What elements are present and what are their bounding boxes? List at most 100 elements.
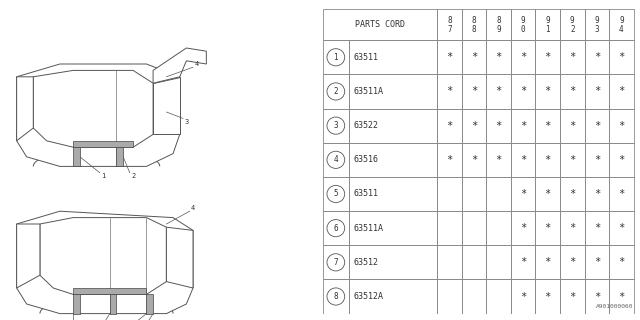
Text: *: *	[569, 223, 575, 233]
Bar	[536, 40, 560, 74]
Bar	[462, 177, 486, 211]
Bar	[349, 245, 437, 279]
Text: 63511A: 63511A	[353, 87, 383, 96]
Text: 9
2: 9 2	[570, 16, 575, 34]
Bar	[560, 211, 584, 245]
Bar	[609, 40, 634, 74]
Bar	[462, 10, 486, 40]
Bar	[323, 245, 349, 279]
Bar	[609, 279, 634, 314]
Bar	[437, 143, 462, 177]
Bar	[584, 211, 609, 245]
Bar	[462, 143, 486, 177]
Text: *: *	[594, 223, 600, 233]
Text: 9
4: 9 4	[619, 16, 623, 34]
Bar	[511, 40, 536, 74]
Polygon shape	[17, 211, 193, 314]
Text: 8
8: 8 8	[472, 16, 476, 34]
Bar	[536, 143, 560, 177]
Text: 9
0: 9 0	[521, 16, 525, 34]
Bar	[486, 108, 511, 143]
Bar	[560, 108, 584, 143]
Text: *: *	[618, 155, 625, 165]
Text: *: *	[594, 52, 600, 62]
Text: *: *	[569, 257, 575, 267]
Text: *: *	[520, 121, 526, 131]
Bar	[437, 108, 462, 143]
Bar	[560, 279, 584, 314]
Text: *: *	[618, 223, 625, 233]
Text: *: *	[446, 86, 452, 96]
Text: *: *	[569, 292, 575, 301]
Bar	[323, 74, 349, 108]
Bar	[536, 177, 560, 211]
Bar	[560, 177, 584, 211]
Text: *: *	[446, 155, 452, 165]
Bar	[462, 108, 486, 143]
Polygon shape	[17, 77, 33, 141]
Text: *: *	[545, 52, 551, 62]
Text: *: *	[545, 155, 551, 165]
Bar	[560, 74, 584, 108]
Bar	[349, 143, 437, 177]
Bar	[536, 279, 560, 314]
Polygon shape	[166, 227, 193, 288]
Bar	[536, 245, 560, 279]
Bar	[462, 279, 486, 314]
Polygon shape	[40, 218, 166, 294]
Text: 63516: 63516	[353, 155, 378, 164]
Bar	[584, 245, 609, 279]
Bar	[486, 74, 511, 108]
Text: *: *	[618, 52, 625, 62]
Bar	[486, 143, 511, 177]
Text: PARTS CORD: PARTS CORD	[355, 20, 405, 29]
Text: *: *	[618, 121, 625, 131]
Text: *: *	[520, 189, 526, 199]
Bar	[584, 10, 609, 40]
Bar	[486, 211, 511, 245]
Bar	[349, 40, 437, 74]
Text: *: *	[545, 223, 551, 233]
Text: *: *	[520, 52, 526, 62]
Text: 3: 3	[333, 121, 338, 130]
Polygon shape	[73, 294, 80, 314]
Polygon shape	[73, 288, 147, 294]
Text: 2: 2	[333, 87, 338, 96]
Text: 63511A: 63511A	[353, 224, 383, 233]
Bar	[462, 245, 486, 279]
Bar	[486, 177, 511, 211]
Bar	[511, 74, 536, 108]
Text: 7: 7	[333, 258, 338, 267]
Text: *: *	[520, 86, 526, 96]
Text: 9
3: 9 3	[595, 16, 599, 34]
Text: *: *	[471, 52, 477, 62]
Text: *: *	[520, 257, 526, 267]
Bar	[609, 211, 634, 245]
Bar	[437, 10, 462, 40]
Bar	[511, 143, 536, 177]
Text: *: *	[569, 52, 575, 62]
Text: 1: 1	[101, 173, 106, 179]
Text: 9
1: 9 1	[545, 16, 550, 34]
Text: *: *	[495, 52, 502, 62]
Text: *: *	[495, 121, 502, 131]
Bar	[511, 108, 536, 143]
Bar	[609, 10, 634, 40]
Bar	[349, 279, 437, 314]
Bar	[462, 40, 486, 74]
Bar	[584, 177, 609, 211]
Text: *: *	[545, 292, 551, 301]
Bar	[437, 177, 462, 211]
Text: 1: 1	[333, 53, 338, 62]
Text: *: *	[594, 189, 600, 199]
Bar	[584, 74, 609, 108]
Text: *: *	[471, 155, 477, 165]
Text: *: *	[618, 86, 625, 96]
Text: *: *	[471, 86, 477, 96]
Text: *: *	[569, 86, 575, 96]
Bar	[536, 10, 560, 40]
Bar	[511, 10, 536, 40]
Text: 3: 3	[184, 119, 189, 124]
Bar	[323, 143, 349, 177]
Polygon shape	[73, 141, 133, 147]
